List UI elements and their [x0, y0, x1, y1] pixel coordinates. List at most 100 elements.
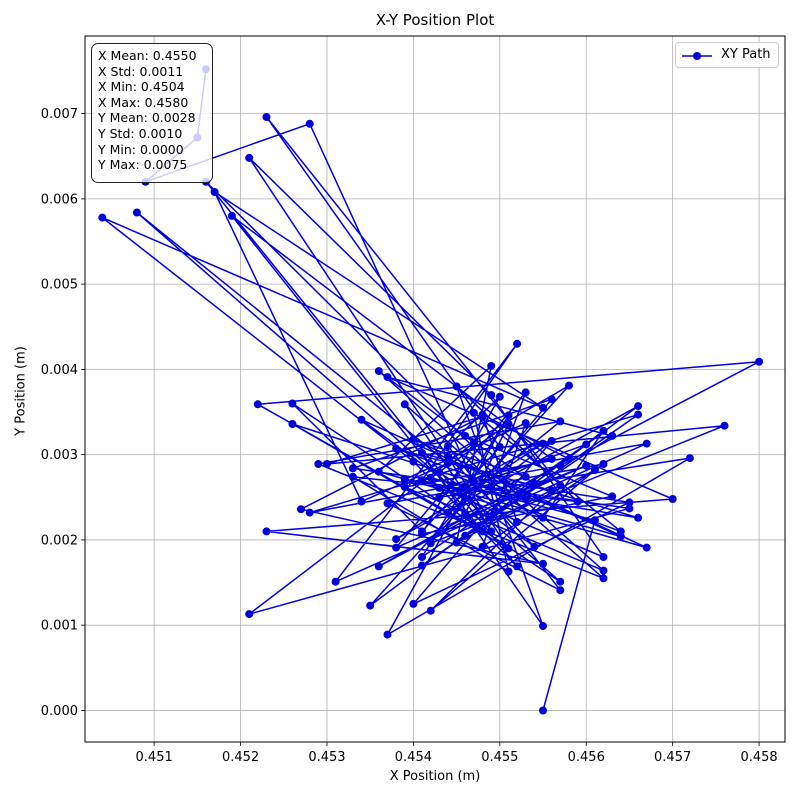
data-point [599, 566, 608, 575]
data-point [418, 553, 426, 561]
data-point [478, 527, 487, 536]
data-point [469, 438, 478, 447]
data-point [642, 439, 651, 448]
data-point [556, 417, 565, 426]
data-point [245, 153, 254, 162]
data-point [521, 419, 530, 428]
data-point [565, 381, 573, 390]
data-point [590, 466, 599, 474]
data-point [392, 535, 401, 544]
data-point [469, 408, 478, 417]
data-point [409, 435, 418, 444]
stats-line: Y Mean: 0.0028 [98, 110, 196, 126]
data-point [565, 454, 573, 463]
data-point [444, 459, 452, 468]
data-point [132, 208, 141, 217]
data-point [288, 420, 297, 428]
x-tick-label: 0.453 [308, 750, 345, 765]
data-point [357, 415, 366, 424]
data-point [634, 402, 643, 411]
data-point [513, 518, 522, 526]
data-point [556, 586, 565, 595]
data-point [599, 426, 608, 435]
data-point [374, 562, 383, 571]
data-point [444, 508, 452, 517]
data-point [539, 559, 547, 568]
data-point [573, 497, 582, 506]
data-point [426, 539, 435, 548]
x-tick-label: 0.458 [740, 750, 777, 765]
data-point [634, 410, 643, 419]
data-point [539, 403, 547, 412]
data-point [720, 421, 729, 430]
data-point [348, 464, 357, 473]
legend-line-marker-icon [682, 52, 712, 60]
data-point [582, 461, 591, 470]
data-point [634, 513, 643, 522]
legend: XY Path [675, 42, 779, 68]
y-tick-label: 0.007 [41, 107, 78, 122]
stats-line: X Std: 0.0011 [98, 63, 184, 79]
data-point [444, 452, 452, 461]
data-point [452, 382, 461, 391]
data-point [599, 574, 608, 583]
y-tick-label: 0.004 [41, 363, 78, 378]
data-point [383, 630, 392, 639]
data-point [547, 437, 556, 445]
data-point [418, 561, 426, 570]
data-point [227, 211, 236, 220]
stats-line: Y Max: 0.0075 [98, 157, 188, 173]
data-point [539, 706, 547, 715]
x-tick-label: 0.452 [222, 750, 259, 765]
data-point [478, 410, 487, 419]
data-point [530, 479, 539, 488]
stats-line: X Max: 0.4580 [98, 94, 189, 110]
data-point [426, 606, 435, 615]
data-point [625, 504, 634, 513]
data-point [210, 188, 219, 196]
data-point [487, 527, 496, 536]
data-point [608, 431, 617, 440]
data-point [374, 367, 383, 376]
data-point [435, 483, 444, 492]
data-point [547, 454, 556, 463]
data-point [599, 460, 608, 468]
data-point [556, 481, 565, 490]
axes-frame [84, 35, 786, 743]
data-point [418, 476, 426, 485]
data-point [357, 497, 366, 506]
data-point [504, 420, 513, 428]
data-point [668, 495, 677, 503]
data-point [348, 472, 357, 481]
stats-box: X Mean: 0.4550 X Std: 0.0011 X Min: 0.45… [91, 43, 213, 183]
data-point [297, 505, 305, 514]
data-point [478, 542, 487, 551]
chart-title: X-Y Position Plot [375, 11, 495, 29]
data-point [616, 527, 625, 536]
data-point [409, 599, 418, 608]
data-point [435, 493, 444, 502]
data-point [521, 472, 530, 481]
data-point [314, 460, 323, 468]
data-point [755, 357, 764, 366]
data-point [331, 577, 340, 586]
legend-label: XY Path [721, 47, 771, 62]
stats-line: X Mean: 0.4550 [98, 48, 197, 63]
x-axis-label: X Position (m) [389, 769, 481, 784]
data-point [495, 392, 504, 401]
data-point [685, 454, 694, 463]
data-point [495, 443, 504, 451]
data-point [400, 483, 409, 492]
data-point [539, 622, 547, 630]
x-tick-label: 0.454 [395, 750, 432, 765]
stats-line: Y Min: 0.0000 [98, 141, 184, 157]
stats-line: Y Std: 0.0010 [98, 125, 183, 141]
data-point [418, 448, 426, 457]
x-tick-label: 0.457 [654, 750, 691, 765]
x-tick-label: 0.455 [481, 750, 518, 765]
data-point [374, 467, 383, 476]
data-point [504, 411, 513, 420]
data-point [539, 439, 547, 448]
y-tick-label: 0.003 [41, 448, 78, 463]
